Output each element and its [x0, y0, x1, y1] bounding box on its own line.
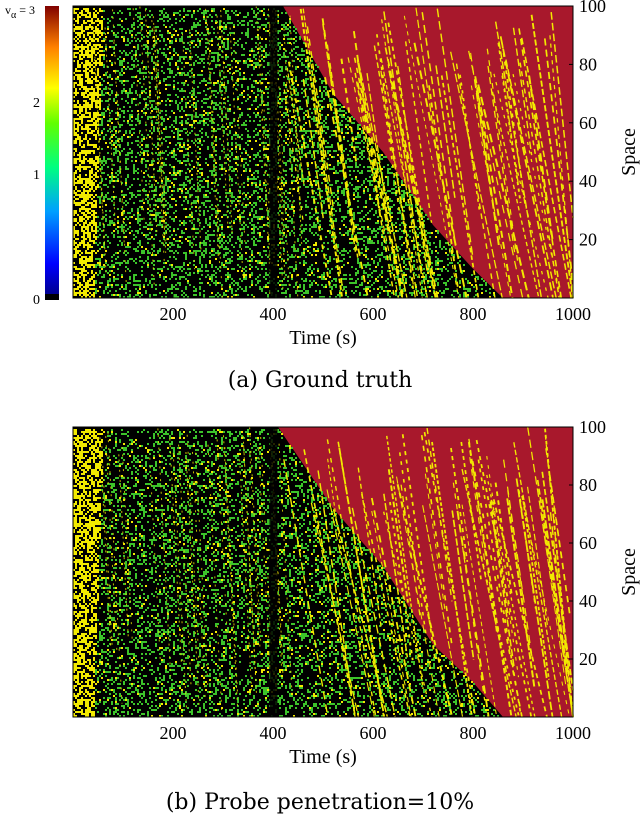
colorbar-tick-2: 2 — [33, 96, 40, 111]
heatmap-panel-a: 200 400 600 800 1000 20 40 60 80 100 Time (s) Space — [73, 0, 640, 349]
y-tick-label: 60 — [579, 533, 597, 553]
x-tick-label: 200 — [160, 723, 187, 743]
y-tick-label: 80 — [579, 54, 597, 74]
colorbar: vα = 3 2 1 0 — [5, 3, 59, 308]
heatmap-panel-b: 200 400 600 800 1000 20 40 60 80 100 Time (s) Space — [73, 417, 640, 768]
dark-band — [270, 427, 278, 717]
x-tick-label: 1000 — [555, 723, 591, 743]
y-axis-label: Space — [618, 128, 640, 176]
y-tick-label: 20 — [579, 649, 597, 669]
dark-band — [270, 6, 278, 298]
y-tick-label: 40 — [579, 171, 597, 191]
y-tick-label: 100 — [579, 417, 606, 437]
y-tick-label: 80 — [579, 475, 597, 495]
caption-b: (b) Probe penetration=10% — [0, 790, 640, 815]
y-axis-label: Space — [618, 548, 640, 596]
x-tick-label: 400 — [260, 304, 287, 324]
x-tick-label: 600 — [360, 723, 387, 743]
caption-a: (a) Ground truth — [0, 368, 640, 393]
x-axis-label: Time (s) — [289, 746, 357, 768]
colorbar-tick-0: 0 — [33, 293, 40, 308]
colorbar-label: vα = 3 — [5, 3, 35, 21]
y-tick-label: 60 — [579, 113, 597, 133]
x-tick-label: 800 — [460, 723, 487, 743]
y-tick-label: 20 — [579, 230, 597, 250]
x-tick-label: 600 — [360, 304, 387, 324]
colorbar-top-tick: = 3 — [16, 3, 35, 17]
x-axis-label: Time (s) — [289, 327, 357, 349]
x-tick-label: 800 — [460, 304, 487, 324]
x-tick-label: 200 — [160, 304, 187, 324]
y-tick-label: 100 — [579, 0, 606, 16]
colorbar-tick-1: 1 — [33, 168, 40, 183]
colorbar-gradient — [45, 6, 59, 299]
x-tick-label: 400 — [260, 723, 287, 743]
y-tick-label: 40 — [579, 591, 597, 611]
colorbar-bottom-band — [45, 294, 59, 300]
x-tick-label: 1000 — [555, 304, 591, 324]
